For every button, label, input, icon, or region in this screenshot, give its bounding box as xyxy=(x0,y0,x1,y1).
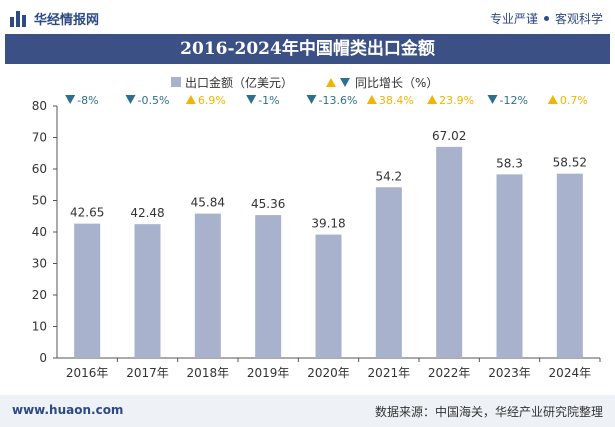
growth-down-triangle-icon xyxy=(246,95,257,104)
y-tick-label: 60 xyxy=(32,162,47,176)
growth-up-triangle-icon xyxy=(366,95,377,104)
brand-logo[interactable]: 华经情报网 xyxy=(10,9,99,28)
data-label: 39.18 xyxy=(311,217,345,231)
legend-growth-label: 同比增长（%） xyxy=(355,76,438,90)
bar xyxy=(556,173,583,358)
bar xyxy=(436,146,463,358)
growth-label: -0.5% xyxy=(138,94,170,107)
x-tick-label: 2021年 xyxy=(368,366,411,380)
y-tick-label: 10 xyxy=(32,320,47,334)
x-tick-label: 2016年 xyxy=(66,366,109,380)
legend-down-triangle-icon xyxy=(340,78,350,87)
data-label: 45.84 xyxy=(191,196,225,210)
growth-up-triangle-icon xyxy=(185,95,196,104)
legend-bar-label: 出口金额（亿美元） xyxy=(185,75,293,90)
x-tick-label: 2019年 xyxy=(247,366,290,380)
growth-up-triangle-icon xyxy=(547,95,558,104)
top-bar: 华经情报网 专业严谨 客观科学 xyxy=(0,0,615,34)
x-tick-label: 2018年 xyxy=(187,366,230,380)
bar xyxy=(496,174,523,358)
legend-bar-swatch xyxy=(171,77,181,87)
growth-label: -13.6% xyxy=(319,94,358,107)
growth-down-triangle-icon xyxy=(306,95,317,104)
data-label: 42.48 xyxy=(130,206,164,220)
growth-down-triangle-icon xyxy=(125,95,136,104)
y-tick-label: 20 xyxy=(32,288,47,302)
x-tick-label: 2024年 xyxy=(549,366,592,380)
data-label: 42.65 xyxy=(70,206,104,220)
growth-label: 38.4% xyxy=(379,94,414,107)
growth-up-triangle-icon xyxy=(427,95,438,104)
y-tick-label: 80 xyxy=(32,99,47,113)
bar xyxy=(255,215,282,358)
legend-up-triangle-icon xyxy=(326,78,336,87)
x-tick-label: 2020年 xyxy=(307,366,350,380)
bar xyxy=(134,224,161,358)
growth-label: -1% xyxy=(258,94,279,107)
y-tick-label: 0 xyxy=(39,351,47,365)
logo-bars-icon xyxy=(10,10,28,27)
data-label: 54.2 xyxy=(375,169,402,183)
y-tick-label: 50 xyxy=(32,194,47,208)
bar xyxy=(74,223,101,358)
y-tick-label: 40 xyxy=(32,225,47,239)
growth-down-triangle-icon xyxy=(487,95,498,104)
data-source: 数据来源：中国海关，华经产业研究院整理 xyxy=(374,405,603,419)
slogan-left: 专业严谨 xyxy=(489,12,538,26)
data-label: 45.36 xyxy=(251,197,285,211)
growth-label: 0.7% xyxy=(560,94,588,107)
bar xyxy=(375,187,402,358)
chart-legend: 出口金额（亿美元） 同比增长（%） xyxy=(171,75,438,90)
data-label: 67.02 xyxy=(432,129,466,143)
slogan: 专业严谨 客观科学 xyxy=(490,10,603,27)
chart-title: 2016-2024年中国帽类出口金额 xyxy=(5,34,610,64)
data-label: 58.52 xyxy=(553,156,587,170)
slogan-right: 客观科学 xyxy=(554,12,603,26)
data-label: 58.3 xyxy=(496,156,523,170)
dot-icon xyxy=(543,16,549,21)
brand-name: 华经情报网 xyxy=(34,13,100,28)
growth-label: -8% xyxy=(77,94,98,107)
bar xyxy=(315,234,342,358)
growth-down-triangle-icon xyxy=(65,95,76,104)
x-tick-label: 2022年 xyxy=(428,366,471,380)
growth-label: -12% xyxy=(500,94,528,107)
growth-label: 6.9% xyxy=(198,94,226,107)
x-tick-label: 2023年 xyxy=(488,366,531,380)
bar xyxy=(194,213,221,358)
website-link[interactable]: www.huaon.com xyxy=(12,403,124,417)
growth-label: 23.9% xyxy=(439,94,474,107)
x-tick-label: 2017年 xyxy=(126,366,169,380)
bars: 42.65 2016年 -8% 42.48 2017年 -0.5% 45.84 2018年 6.… xyxy=(65,94,591,380)
y-tick-label: 70 xyxy=(32,131,47,145)
bar-chart: 出口金额（亿美元） 同比增长（%） 0 10 20 30 40 50 60 70 80 42.6… xyxy=(32,75,601,380)
axes: 0 10 20 30 40 50 60 70 80 xyxy=(32,99,601,365)
footer: www.huaon.com 数据来源：中国海关，华经产业研究院整理 xyxy=(0,395,615,427)
y-tick-label: 30 xyxy=(32,257,47,271)
